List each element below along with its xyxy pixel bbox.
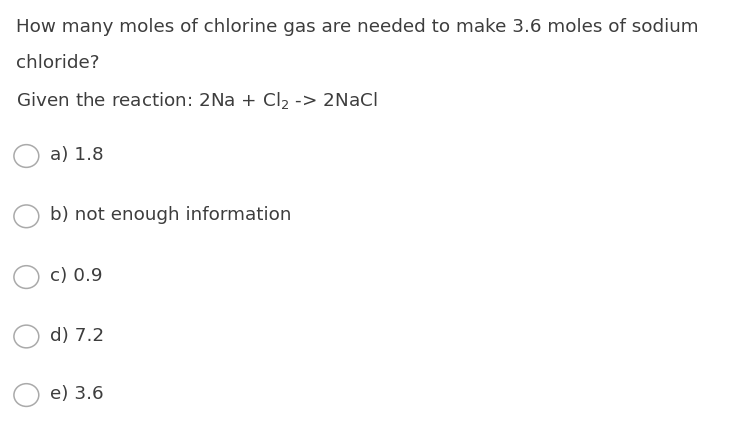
Text: How many moles of chlorine gas are needed to make 3.6 moles of sodium: How many moles of chlorine gas are neede… (16, 18, 699, 36)
Text: chloride?: chloride? (16, 54, 100, 72)
Text: a) 1.8: a) 1.8 (50, 146, 103, 164)
Text: b) not enough information: b) not enough information (50, 206, 291, 225)
Text: Given the reaction: 2Na + Cl$_2$ -> 2NaCl: Given the reaction: 2Na + Cl$_2$ -> 2NaC… (16, 90, 378, 111)
Text: d) 7.2: d) 7.2 (50, 326, 104, 345)
Text: c) 0.9: c) 0.9 (50, 267, 102, 285)
Text: e) 3.6: e) 3.6 (50, 385, 103, 403)
